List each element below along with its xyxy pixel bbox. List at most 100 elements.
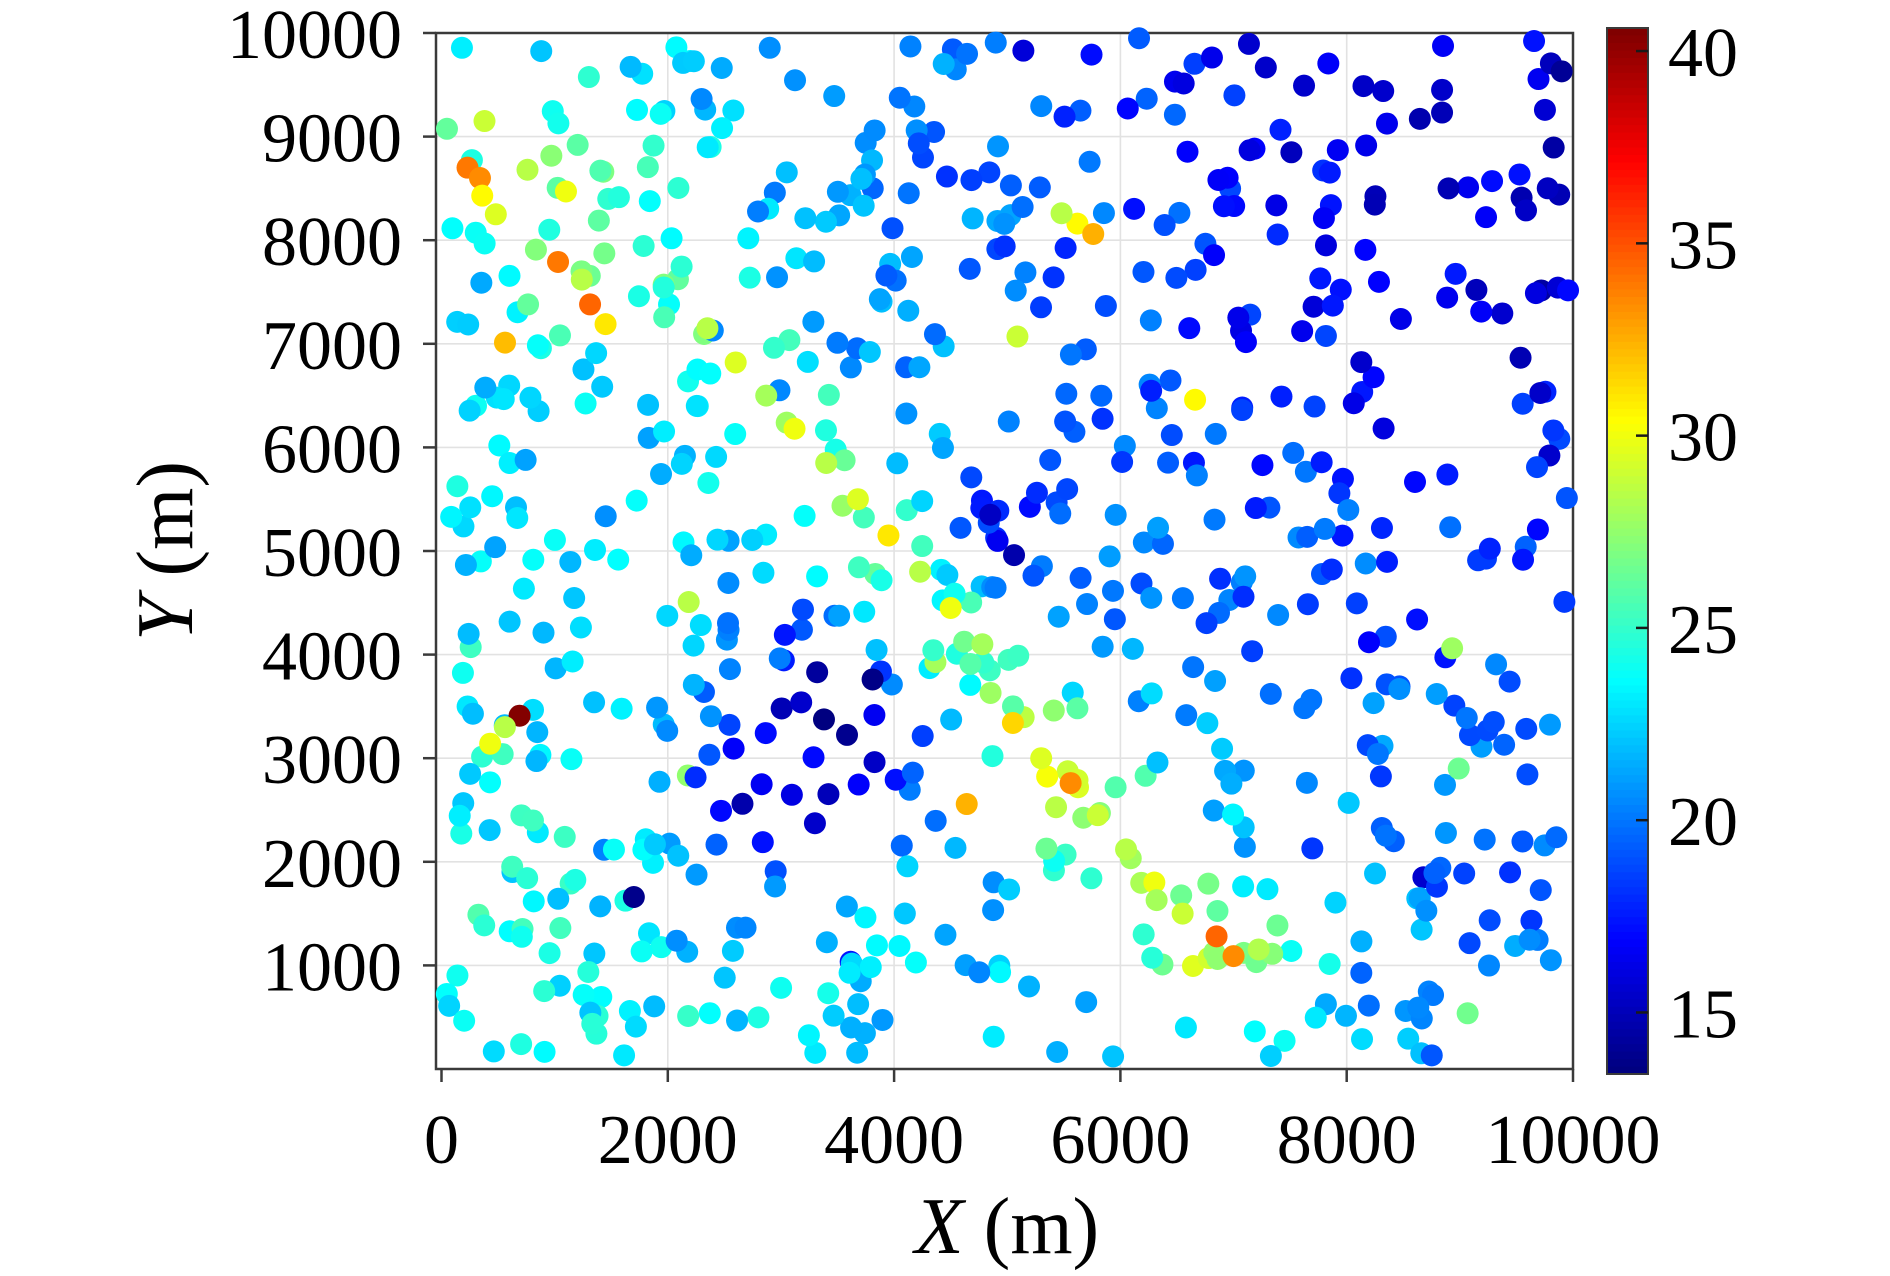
data-point bbox=[865, 638, 888, 661]
data-point bbox=[705, 445, 728, 468]
data-point bbox=[650, 463, 673, 486]
data-point bbox=[998, 878, 1021, 901]
data-point bbox=[1145, 397, 1168, 420]
colorbar-gradient bbox=[1607, 117, 1648, 126]
data-point bbox=[1146, 751, 1169, 774]
colorbar-gradient bbox=[1607, 461, 1648, 470]
colorbar-gradient bbox=[1607, 909, 1648, 918]
data-point bbox=[886, 452, 909, 475]
colorbar-gradient bbox=[1607, 902, 1648, 911]
colorbar-gradient bbox=[1607, 932, 1648, 941]
data-point bbox=[751, 831, 774, 854]
data-point bbox=[822, 1004, 845, 1027]
data-point bbox=[1478, 537, 1501, 560]
data-point bbox=[643, 995, 666, 1018]
data-point bbox=[1508, 163, 1531, 186]
colorbar-border bbox=[1606, 27, 1649, 1075]
data-point bbox=[1046, 1040, 1069, 1063]
data-point bbox=[812, 708, 835, 731]
data-point bbox=[656, 604, 679, 627]
data-point bbox=[1265, 194, 1288, 217]
data-point bbox=[706, 528, 729, 551]
data-point bbox=[1244, 497, 1267, 520]
data-point bbox=[570, 268, 593, 291]
colorbar-gradient bbox=[1607, 110, 1648, 119]
data-point bbox=[1270, 385, 1293, 408]
data-point bbox=[1498, 670, 1521, 693]
colorbar-gradient bbox=[1607, 28, 1648, 37]
data-point bbox=[698, 1002, 721, 1025]
data-point bbox=[1342, 392, 1365, 415]
data-point bbox=[871, 1008, 894, 1031]
data-point bbox=[853, 600, 876, 623]
colorbar-tick-label: 15 bbox=[1668, 976, 1738, 1053]
data-point bbox=[594, 505, 617, 528]
data-point bbox=[986, 529, 1009, 552]
data-point bbox=[868, 288, 891, 311]
data-point bbox=[530, 40, 553, 63]
data-point bbox=[677, 1004, 700, 1027]
data-point bbox=[826, 331, 849, 354]
colorbar-gradient bbox=[1607, 87, 1648, 97]
data-point bbox=[1436, 463, 1459, 486]
data-point bbox=[911, 535, 934, 558]
colorbar-gradient bbox=[1607, 453, 1648, 463]
y-tick-label: 6000 bbox=[262, 411, 402, 488]
data-point bbox=[802, 310, 825, 333]
data-point bbox=[859, 956, 882, 979]
data-point bbox=[488, 434, 511, 457]
data-point bbox=[1318, 952, 1341, 975]
y-tick-labels: 1000 2000 3000 4000 5000 6000 7000 8000 9000 1000… bbox=[227, 0, 402, 1006]
data-point bbox=[802, 746, 825, 769]
data-point bbox=[734, 916, 757, 939]
colorbar-gradient bbox=[1607, 371, 1648, 380]
colorbar-tick-label: 25 bbox=[1668, 592, 1738, 669]
data-point bbox=[1254, 56, 1277, 79]
data-point bbox=[718, 713, 741, 736]
data-point bbox=[656, 719, 679, 742]
data-point bbox=[1147, 516, 1170, 539]
data-point bbox=[1473, 828, 1496, 851]
colorbar-gradient bbox=[1607, 521, 1648, 530]
colorbar-gradient bbox=[1607, 304, 1648, 313]
data-point bbox=[1204, 669, 1227, 692]
data-point bbox=[1055, 382, 1078, 405]
data-point bbox=[1184, 388, 1207, 411]
colorbar-gradient bbox=[1607, 476, 1648, 485]
colorbar-gradient bbox=[1607, 976, 1648, 986]
y-tick-label: 5000 bbox=[262, 515, 402, 592]
data-point bbox=[1006, 325, 1029, 348]
data-point bbox=[1482, 711, 1505, 734]
data-point bbox=[583, 691, 606, 714]
data-point bbox=[1354, 238, 1377, 261]
data-point bbox=[747, 200, 770, 223]
data-point bbox=[516, 867, 539, 890]
data-point bbox=[685, 863, 708, 886]
data-point bbox=[1539, 949, 1562, 972]
data-point bbox=[1076, 593, 1099, 616]
colorbar-gradient bbox=[1607, 872, 1648, 881]
colorbar-gradient bbox=[1607, 670, 1648, 679]
data-point bbox=[1465, 278, 1488, 301]
data-point bbox=[705, 833, 728, 856]
data-point bbox=[680, 544, 703, 567]
colorbar-tick-label: 30 bbox=[1668, 400, 1738, 477]
data-point bbox=[934, 923, 957, 946]
data-point bbox=[1542, 419, 1565, 442]
colorbar-gradient bbox=[1607, 842, 1648, 851]
data-point bbox=[846, 488, 869, 511]
data-point bbox=[1372, 80, 1395, 103]
colorbar-gradient bbox=[1607, 775, 1648, 784]
colorbar-gradient bbox=[1607, 409, 1648, 418]
data-point bbox=[548, 324, 571, 347]
colorbar-gradient bbox=[1607, 1044, 1648, 1053]
data-point bbox=[1049, 502, 1072, 525]
data-point bbox=[1231, 399, 1254, 422]
data-point bbox=[908, 356, 931, 379]
data-point bbox=[1273, 1029, 1296, 1052]
data-point bbox=[1499, 861, 1522, 884]
data-point bbox=[1516, 763, 1539, 786]
data-point bbox=[516, 158, 539, 181]
data-point bbox=[923, 120, 946, 143]
data-point bbox=[574, 392, 597, 415]
